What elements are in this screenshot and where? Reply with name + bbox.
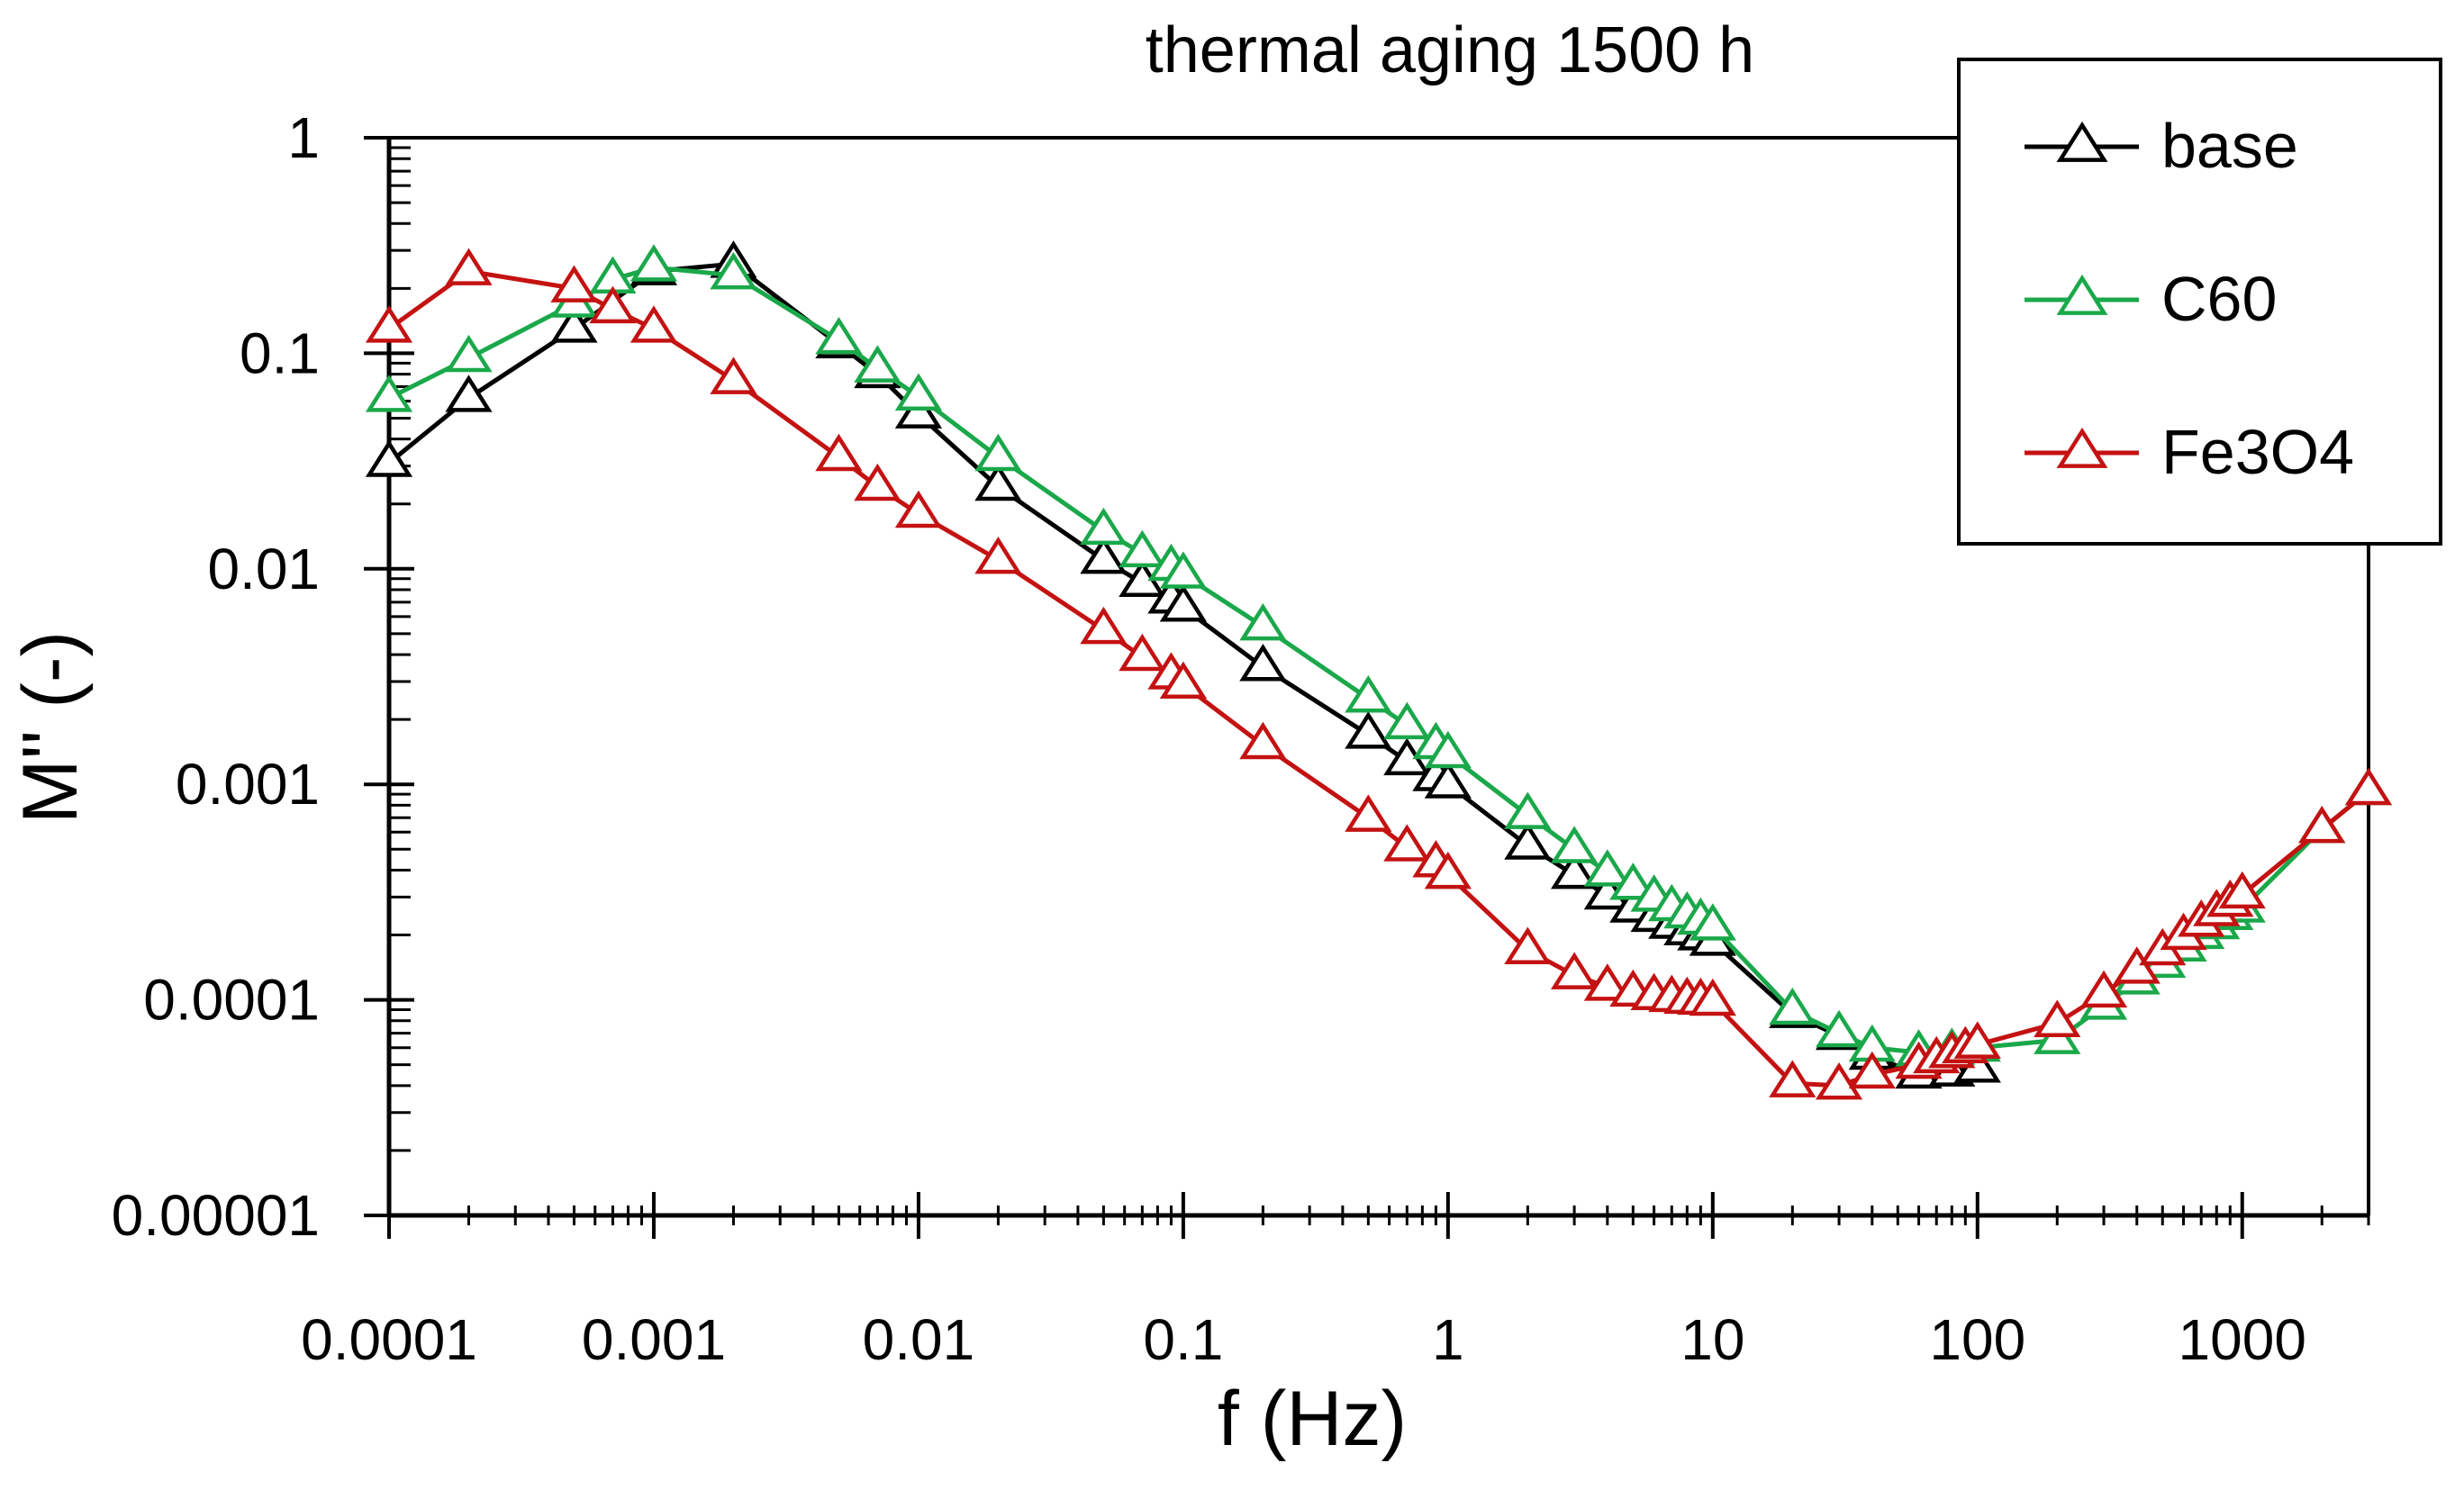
- data-point-base: [894, 391, 943, 429]
- data-point-fe3o4: [1239, 721, 1287, 760]
- data-point-fe3o4: [2218, 871, 2266, 909]
- data-point-fe3o4: [1848, 1051, 1896, 1089]
- legend-item-fe3o4: Fe3O4: [2025, 417, 2354, 487]
- series-fe3o4: [365, 248, 2393, 1100]
- data-point-fe3o4: [1159, 661, 1208, 700]
- data-point-fe3o4: [2344, 767, 2393, 806]
- data-point-c60: [1080, 507, 1128, 546]
- y-tick-label: 0.001: [176, 752, 320, 817]
- data-point-c60: [1383, 701, 1431, 740]
- x-tick-label: 0.001: [582, 1307, 726, 1372]
- data-point-c60: [630, 244, 678, 282]
- data-point-c60: [1119, 529, 1166, 568]
- data-point-fe3o4: [630, 305, 678, 343]
- y-tick-label: 0.01: [207, 537, 320, 601]
- data-point-base: [1550, 851, 1599, 889]
- data-point-c60: [1239, 602, 1287, 641]
- data-point-fe3o4: [974, 536, 1022, 574]
- x-axis-label: f (Hz): [1218, 1376, 1407, 1462]
- y-axis-label: M'' (-): [7, 631, 94, 824]
- data-point-fe3o4: [1119, 633, 1166, 672]
- x-tick-label: 0.01: [863, 1307, 975, 1372]
- data-point-c60: [1504, 791, 1552, 829]
- data-point-base: [1424, 761, 1472, 799]
- legend-label-c60: C60: [2161, 264, 2277, 334]
- axis-labels: 0.0001 0.001 0.01 0.1 1 10 100 1000 0.00001 0.000…: [112, 105, 2306, 1372]
- legend-marker-c60: [2056, 274, 2108, 315]
- data-point-fe3o4: [2298, 806, 2346, 844]
- data-point-c60: [445, 334, 493, 373]
- y-tick-label: 0.00001: [112, 1183, 320, 1248]
- legend-item-base: base: [2025, 111, 2298, 181]
- data-point-fe3o4: [1689, 978, 1736, 1016]
- data-point-base: [1159, 584, 1208, 622]
- data-point-c60: [815, 316, 863, 355]
- data-point-fe3o4: [710, 357, 757, 394]
- y-tick-label: 1: [287, 105, 320, 170]
- x-tick-label: 1: [1432, 1307, 1464, 1372]
- y-tick-label: 0.1: [240, 321, 320, 385]
- data-point-c60: [365, 375, 413, 412]
- data-point-c60: [1424, 730, 1472, 769]
- data-point-c60: [1550, 826, 1599, 863]
- data-point-fe3o4: [1080, 606, 1128, 645]
- data-point-c60: [854, 345, 901, 383]
- chart-title: thermal aging 1500 h: [1146, 14, 1754, 86]
- legend-marker-fe3o4: [2056, 427, 2108, 468]
- data-point-c60: [1583, 849, 1631, 887]
- data-point-base: [550, 305, 598, 343]
- data-point-fe3o4: [1424, 851, 1472, 889]
- data-point-c60: [1159, 551, 1208, 589]
- data-point-fe3o4: [589, 285, 637, 324]
- data-point-fe3o4: [1953, 1021, 2001, 1059]
- x-tick-label: 0.0001: [301, 1307, 477, 1372]
- legend-label-fe3o4: Fe3O4: [2161, 417, 2354, 487]
- data-point-fe3o4: [894, 490, 943, 528]
- x-tick-label: 100: [1929, 1307, 2025, 1372]
- data-point-fe3o4: [2034, 999, 2081, 1037]
- data-point-fe3o4: [1383, 824, 1431, 862]
- data-point-fe3o4: [1504, 926, 1552, 964]
- data-point-c60: [974, 433, 1022, 472]
- data-point-fe3o4: [815, 433, 863, 472]
- legend-item-c60: C60: [2025, 264, 2277, 334]
- data-point-fe3o4: [365, 305, 413, 343]
- data-point-c60: [1815, 1009, 1863, 1048]
- data-point-base: [365, 439, 413, 477]
- legend: base C60 Fe3O4: [1957, 58, 2442, 546]
- data-point-base: [974, 463, 1022, 501]
- data-point-fe3o4: [445, 248, 493, 285]
- data-point-base: [1504, 822, 1552, 860]
- data-point-c60: [894, 373, 943, 411]
- data-point-fe3o4: [1769, 1060, 1816, 1097]
- data-point-fe3o4: [1815, 1061, 1863, 1100]
- legend-label-base: base: [2161, 111, 2298, 181]
- data-point-fe3o4: [2079, 970, 2128, 1008]
- data-point-c60: [1689, 903, 1736, 941]
- data-point-fe3o4: [2113, 946, 2161, 984]
- series-group: [365, 240, 2393, 1100]
- data-point-c60: [1609, 862, 1657, 900]
- data-point-c60: [1769, 987, 1816, 1025]
- data-point-base: [445, 375, 493, 412]
- legend-marker-base: [2056, 121, 2108, 162]
- data-point-c60: [1345, 675, 1392, 713]
- data-point-c60: [710, 251, 757, 290]
- y-tick-label: 0.0001: [143, 968, 320, 1033]
- data-point-base: [1239, 644, 1287, 682]
- x-tick-label: 1000: [2179, 1307, 2306, 1372]
- data-point-fe3o4: [550, 265, 598, 303]
- data-point-fe3o4: [1583, 963, 1631, 1001]
- data-point-fe3o4: [1345, 794, 1392, 832]
- data-point-fe3o4: [854, 463, 901, 501]
- x-tick-label: 10: [1680, 1307, 1744, 1372]
- data-point-fe3o4: [1550, 952, 1599, 989]
- data-point-base: [1345, 711, 1392, 749]
- x-tick-label: 0.1: [1143, 1307, 1223, 1372]
- data-point-base: [1080, 536, 1128, 574]
